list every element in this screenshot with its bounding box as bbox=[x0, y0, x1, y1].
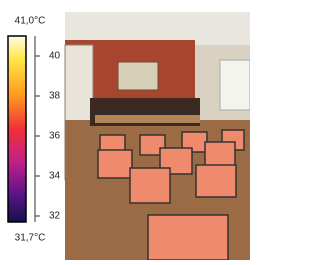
min-label: 31,7°C bbox=[15, 233, 46, 244]
tick-label: 38 bbox=[49, 91, 61, 102]
picture bbox=[118, 62, 158, 90]
thermal-view: 41,0°C 31,7°C 40 38 36 34 32 bbox=[0, 0, 250, 260]
color-scale: 41,0°C 31,7°C 40 38 36 34 32 bbox=[8, 16, 61, 244]
tick-label: 34 bbox=[49, 171, 61, 182]
tick-label: 36 bbox=[49, 131, 61, 142]
window bbox=[220, 60, 250, 110]
tick-label: 40 bbox=[49, 51, 61, 62]
tick-label: 32 bbox=[49, 211, 61, 222]
color-bar bbox=[8, 36, 26, 222]
photo bbox=[65, 12, 250, 260]
table bbox=[95, 115, 200, 123]
max-label: 41,0°C bbox=[15, 16, 46, 27]
